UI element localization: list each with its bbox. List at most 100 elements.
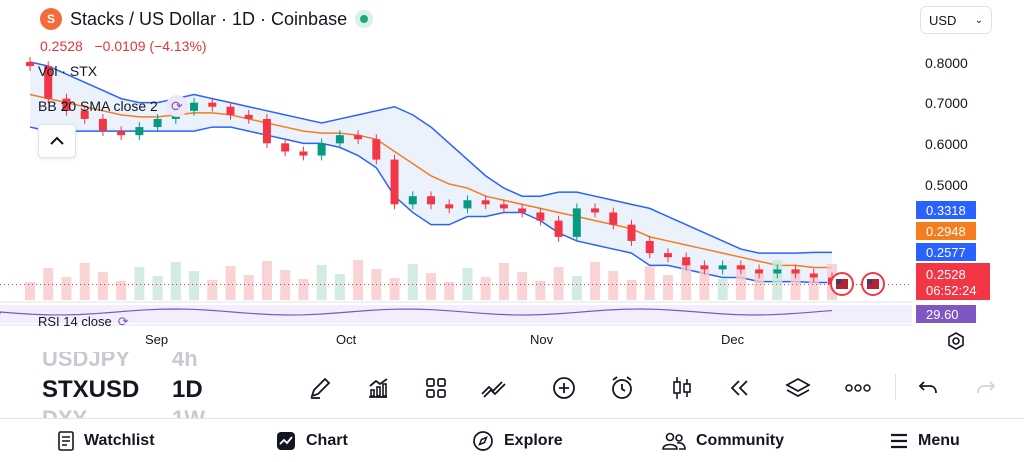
candle-body [244, 114, 253, 119]
last-price: 0.2528 [40, 38, 83, 54]
alert-icon[interactable] [604, 370, 640, 406]
chevron-up-icon [50, 136, 64, 145]
candle-body [408, 196, 417, 205]
nav-explore-label: Explore [504, 431, 563, 449]
bb-upper-line [29, 61, 832, 254]
redo-icon[interactable] [968, 370, 1004, 406]
volume-bar [79, 263, 90, 300]
volume-bar [535, 281, 546, 300]
toolbar-divider [895, 374, 896, 400]
rsi-label: RSI 14 close [38, 314, 112, 326]
candle-body [554, 220, 563, 237]
volume-bar [170, 262, 181, 300]
currency-select[interactable]: USD ⌄ [920, 6, 992, 34]
more-icon[interactable] [840, 370, 876, 406]
candle-body [755, 269, 764, 274]
chart-settings-icon[interactable] [946, 331, 966, 356]
symbol-title[interactable]: Stacks / US Dollar · 1D · Coinbase [70, 8, 348, 29]
current-symbol-name: STXUSD [42, 376, 140, 403]
price-chart[interactable] [0, 0, 1024, 330]
prev-symbol-name: USDJPY [42, 352, 131, 371]
next-symbol[interactable]: DXY 1W [42, 406, 205, 418]
candle-body [281, 143, 290, 152]
volume-bar [97, 272, 108, 300]
undo-icon[interactable] [910, 370, 946, 406]
volume-bar [772, 260, 783, 300]
candle-body [208, 102, 217, 107]
nav-menu[interactable]: Menu [890, 419, 960, 462]
rsi-legend[interactable]: RSI 14 close ⟳ [38, 314, 129, 326]
volume-bar [134, 267, 145, 300]
bottom-navigation: Watchlist Chart Explore Community Menu [0, 418, 1024, 462]
settings-loop-icon[interactable]: ⟳ [117, 314, 129, 326]
volume-bar [626, 280, 637, 300]
layers-icon[interactable] [780, 370, 816, 406]
candle-body [117, 131, 126, 136]
volume-bar [644, 266, 655, 300]
candle-body [299, 151, 308, 156]
candle-body [226, 106, 235, 115]
candle-body [335, 135, 344, 144]
bollinger-legend[interactable]: BB 20 SMA close 2 ⟳ [38, 95, 188, 117]
volume-bar [61, 277, 72, 300]
candle-body [736, 265, 745, 270]
volume-bar [334, 274, 345, 300]
candle-body [663, 253, 672, 258]
volume-bar [553, 267, 564, 300]
candle-body [682, 257, 691, 266]
draw-icon[interactable] [302, 370, 338, 406]
replay-icon[interactable] [722, 370, 758, 406]
volume-legend[interactable]: Vol · STX [38, 63, 98, 79]
volume-bar [426, 273, 436, 300]
us-flag-icon [867, 279, 879, 289]
bb-lower-line [29, 126, 832, 284]
prev-symbol[interactable]: USDJPY 4h [42, 352, 198, 372]
nav-explore[interactable]: Explore [472, 419, 563, 462]
chart-header[interactable]: S Stacks / US Dollar · 1D · Coinbase [40, 8, 374, 30]
nav-chart[interactable]: Chart [276, 419, 348, 462]
candle-body [427, 196, 435, 205]
current-symbol[interactable]: STXUSD 1D [42, 376, 203, 404]
nav-chart-label: Chart [306, 431, 348, 449]
us-flag-icon [836, 279, 841, 284]
nav-community[interactable]: Community [662, 419, 784, 462]
volume-bar [353, 260, 364, 300]
volume-bar [225, 266, 236, 300]
bb-basis-line [29, 93, 832, 269]
volume-bar [25, 282, 35, 300]
candle-body [44, 66, 53, 99]
volume-bar [571, 276, 582, 300]
candle-body [645, 240, 654, 254]
next-symbol-interval: 1W [172, 406, 205, 418]
nav-community-label: Community [696, 431, 784, 449]
price-readout: 0.2528 −0.0109 (−4.13%) [40, 38, 207, 54]
volume-bar [207, 280, 218, 300]
watchlist-icon [58, 430, 74, 451]
collapse-legend-button[interactable] [38, 124, 76, 158]
price-change: −0.0109 (−4.13%) [94, 38, 207, 54]
nav-menu-label: Menu [918, 431, 960, 449]
indicators-icon[interactable] [360, 370, 396, 406]
candle-body [98, 118, 107, 132]
us-flag-icon [836, 279, 848, 289]
candle-body [80, 110, 89, 119]
bb-upper-tag: 0.3318 [916, 201, 976, 219]
candle-body [572, 208, 581, 237]
symbol-switcher[interactable]: USDJPY 4h STXUSD 1D DXY 1W [0, 352, 280, 418]
currency-value: USD [929, 12, 957, 28]
volume-bar [298, 279, 309, 300]
layout-icon[interactable] [418, 370, 454, 406]
candle-body [26, 62, 34, 67]
nav-watchlist[interactable]: Watchlist [58, 419, 155, 462]
volume-bar [590, 262, 601, 300]
settings-loop-icon[interactable]: ⟳ [165, 95, 188, 117]
candle-style-icon[interactable] [664, 370, 700, 406]
add-icon[interactable] [546, 370, 582, 406]
volume-bar [444, 282, 455, 300]
candle-body [718, 265, 727, 270]
compare-icon[interactable] [476, 370, 512, 406]
volume-bar [717, 279, 728, 300]
candle-body [153, 118, 162, 128]
volume-bar [681, 261, 692, 300]
hamburger-icon [891, 433, 907, 448]
